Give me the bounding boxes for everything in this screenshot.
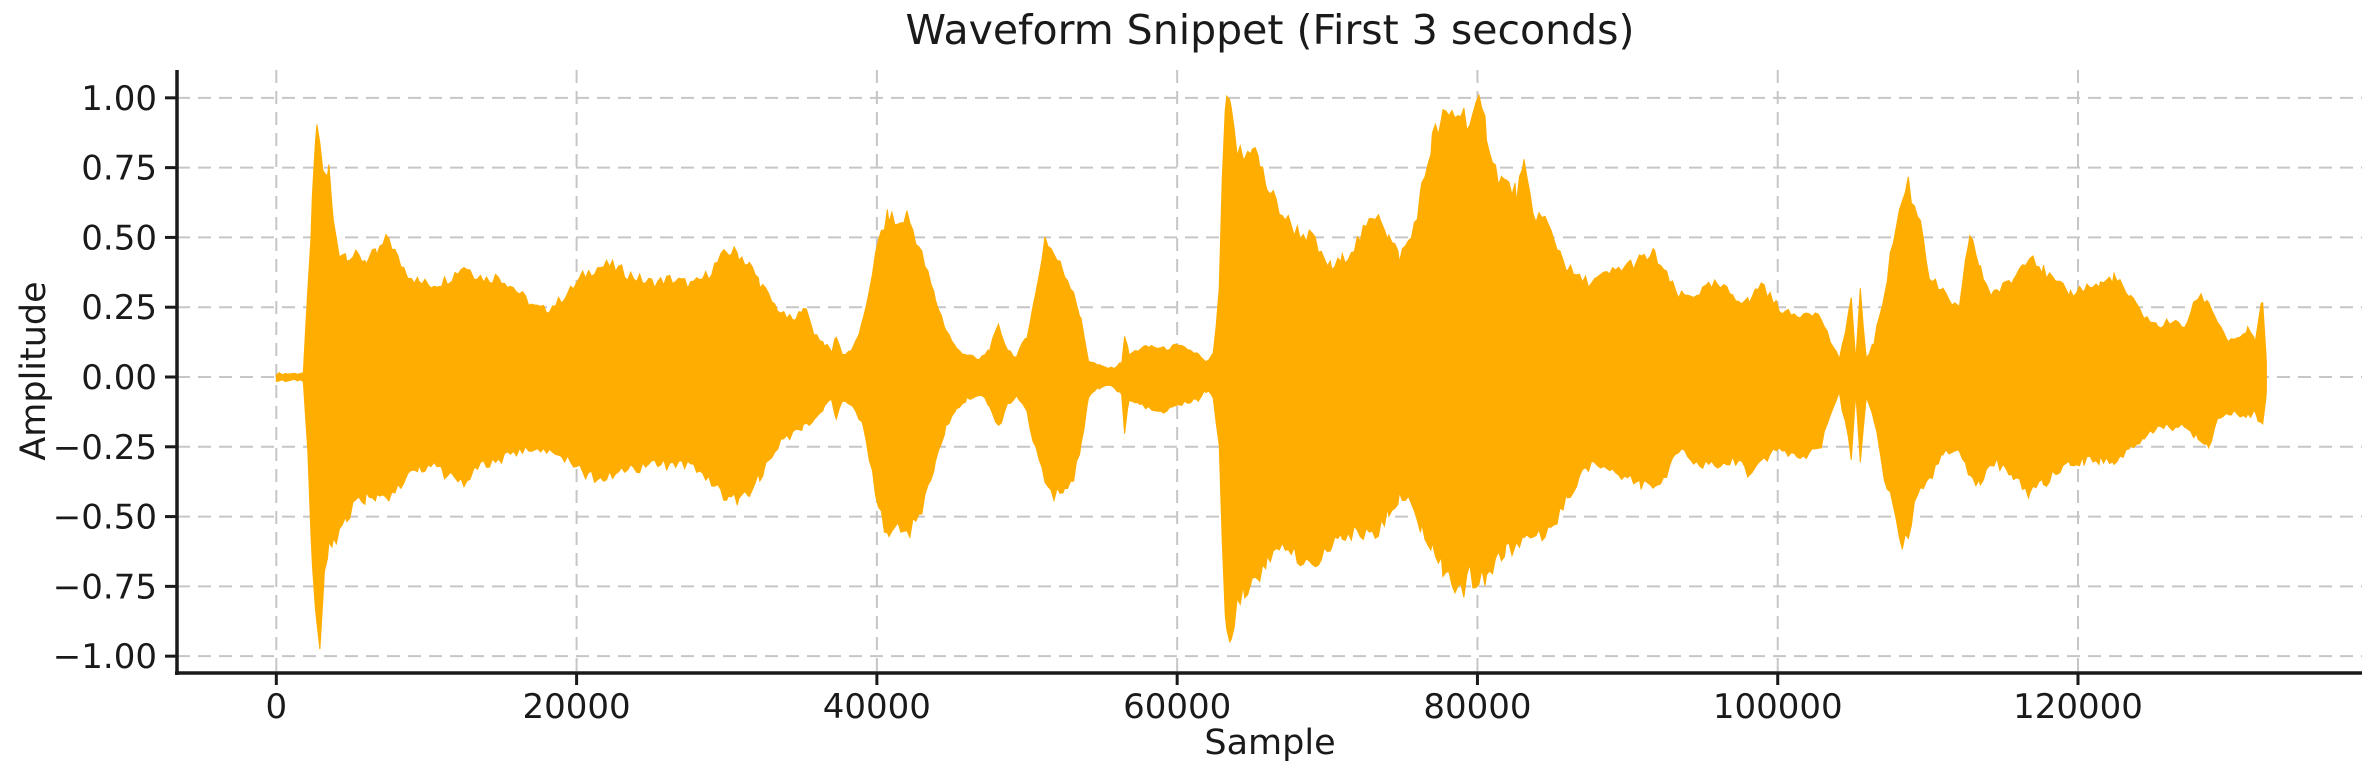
y-tick-label: 1.00 xyxy=(81,79,157,119)
y-axis-label: Amplitude xyxy=(13,281,54,461)
y-tick-label: −0.50 xyxy=(53,498,157,538)
x-tick-label: 80000 xyxy=(1423,687,1531,727)
x-tick-label: 100000 xyxy=(1713,687,1843,727)
x-tick-label: 40000 xyxy=(823,687,931,727)
x-axis-label: Sample xyxy=(1204,723,1336,763)
x-tick-label: 60000 xyxy=(1123,687,1231,727)
y-tick-label: −0.75 xyxy=(53,567,157,607)
waveform-path xyxy=(275,93,2267,650)
y-tick-label: −1.00 xyxy=(53,637,157,677)
x-tick-label: 20000 xyxy=(523,687,631,727)
y-tick-label: 0.00 xyxy=(81,358,157,398)
y-tick-label: 0.25 xyxy=(81,288,157,328)
chart-title: Waveform Snippet (First 3 seconds) xyxy=(905,6,1635,54)
x-tick-label: 0 xyxy=(265,687,287,727)
y-tick-label: 0.50 xyxy=(81,218,157,258)
x-tick-label: 120000 xyxy=(2013,687,2143,727)
y-tick-label: −0.25 xyxy=(53,428,157,468)
y-tick-label: 0.75 xyxy=(81,149,157,189)
